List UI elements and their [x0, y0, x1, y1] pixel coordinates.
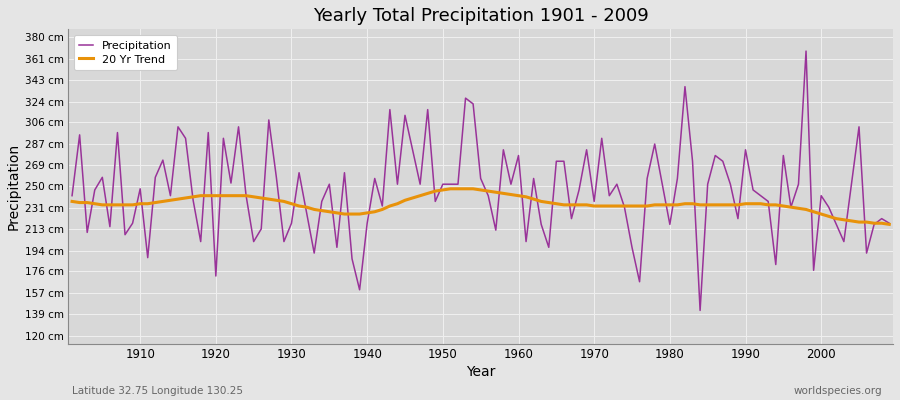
Text: worldspecies.org: worldspecies.org — [794, 386, 882, 396]
20 Yr Trend — [67, 199, 77, 204]
X-axis label: Year: Year — [466, 365, 495, 379]
20 Yr Trend — [293, 204, 304, 208]
20 Yr Trend — [884, 222, 895, 227]
Precipitation — [513, 153, 524, 158]
Title: Yearly Total Precipitation 1901 - 2009: Yearly Total Precipitation 1901 - 2009 — [313, 7, 649, 25]
20 Yr Trend — [521, 194, 532, 199]
Legend: Precipitation, 20 Yr Trend: Precipitation, 20 Yr Trend — [74, 35, 177, 70]
20 Yr Trend — [339, 212, 350, 216]
Precipitation — [293, 170, 304, 175]
20 Yr Trend — [127, 202, 138, 207]
Precipitation — [695, 308, 706, 313]
Line: 20 Yr Trend: 20 Yr Trend — [72, 189, 889, 224]
Precipitation — [506, 182, 517, 187]
Y-axis label: Precipitation: Precipitation — [7, 143, 21, 230]
Precipitation — [604, 193, 615, 198]
Line: Precipitation: Precipitation — [72, 51, 889, 310]
20 Yr Trend — [611, 204, 622, 208]
Precipitation — [127, 221, 138, 226]
Precipitation — [339, 170, 350, 175]
Precipitation — [67, 193, 77, 198]
Text: Latitude 32.75 Longitude 130.25: Latitude 32.75 Longitude 130.25 — [72, 386, 243, 396]
20 Yr Trend — [445, 186, 455, 191]
20 Yr Trend — [513, 193, 524, 198]
Precipitation — [884, 221, 895, 226]
Precipitation — [801, 49, 812, 54]
